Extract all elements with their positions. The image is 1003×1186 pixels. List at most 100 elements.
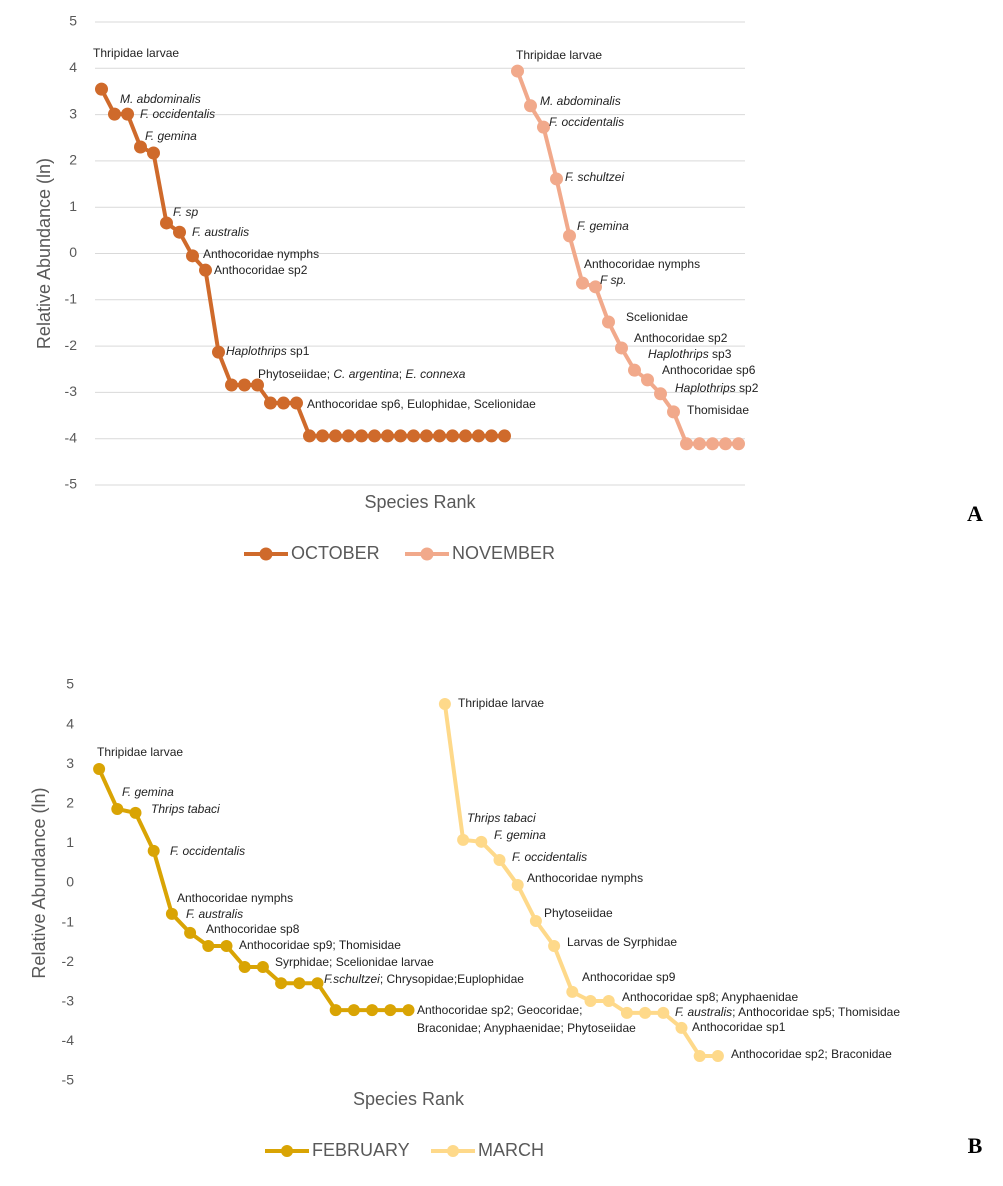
x-axis-title: Species Rank	[364, 492, 476, 512]
data-point	[256, 960, 269, 973]
annotation-part: Anthocoridae sp1	[692, 1020, 786, 1034]
data-point	[147, 146, 160, 160]
data-point	[680, 437, 693, 451]
y-tick-label: -5	[62, 1072, 75, 1088]
data-point	[576, 276, 589, 290]
data-point	[433, 429, 446, 443]
annotation-part: Phytoseiidae	[544, 906, 613, 920]
data-point	[199, 263, 212, 277]
annotation: Anthocoridae sp6	[662, 363, 756, 377]
y-tick-label: 5	[69, 13, 77, 29]
annotation-part: C. argentina	[333, 367, 399, 381]
y-tick-label: 0	[66, 874, 74, 890]
data-point	[548, 939, 561, 952]
annotation-part: E. connexa	[405, 367, 465, 381]
data-point	[165, 907, 178, 920]
annotation: Larvas de Syrphidae	[567, 935, 677, 949]
annotation: F. australis	[192, 225, 249, 239]
annotation: Anthocoridae sp2; Braconidae	[731, 1047, 892, 1061]
data-point	[311, 977, 324, 990]
annotation: F. gemina	[577, 219, 629, 233]
data-point	[95, 82, 108, 96]
y-tick-label: 0	[69, 244, 77, 260]
annotation-part: Anthocoridae sp2	[214, 263, 308, 277]
data-point	[129, 806, 142, 819]
annotation: Anthocoridae sp2; Geocoridae;	[417, 1003, 582, 1017]
y-tick-label: -3	[62, 993, 75, 1009]
annotation: Anthocoridae nymphs	[177, 891, 293, 905]
data-point	[475, 835, 488, 848]
annotation-part: M. abdominalis	[540, 94, 621, 108]
annotation: Anthocoridae sp8	[206, 922, 300, 936]
data-point	[711, 1050, 724, 1063]
data-point	[563, 229, 576, 243]
y-tick-label: 4	[66, 715, 74, 731]
data-point	[667, 405, 680, 419]
y-tick-label: -1	[62, 913, 75, 929]
data-point	[220, 939, 233, 952]
annotation: Haplothrips sp1	[226, 344, 310, 358]
annotation: Anthocoridae sp2	[214, 263, 308, 277]
annotation-part: F. gemina	[577, 219, 629, 233]
data-point	[402, 1004, 415, 1017]
annotation: Phytoseiidae	[544, 906, 613, 920]
annotation: Thripidae larvae	[516, 48, 602, 62]
annotation: Braconidae; Anyphaenidae; Phytoseiidae	[417, 1021, 636, 1035]
annotation-part: ; Chrysopidae;Euplophidae	[380, 972, 524, 986]
data-point	[277, 396, 290, 410]
data-point	[111, 802, 124, 815]
y-tick-label: 4	[69, 59, 77, 75]
data-point	[719, 437, 732, 451]
data-point	[615, 341, 628, 355]
data-point	[347, 1004, 360, 1017]
y-tick-label: -1	[65, 291, 78, 307]
data-point	[394, 429, 407, 443]
data-point	[238, 960, 251, 973]
y-tick-label: -3	[65, 383, 78, 399]
annotation: F. australis	[186, 907, 243, 921]
annotation: M. abdominalis	[540, 94, 621, 108]
data-point	[438, 698, 451, 711]
annotation-part: F. sp	[173, 205, 198, 219]
data-point	[381, 429, 394, 443]
data-point	[732, 437, 745, 451]
data-point	[472, 429, 485, 443]
annotation-part: Braconidae; Anyphaenidae; Phytoseiidae	[417, 1021, 636, 1035]
legend-label: OCTOBER	[291, 543, 380, 563]
annotation: F.schultzei; Chrysopidae;Euplophidae	[324, 972, 524, 986]
annotation: F. gemina	[494, 828, 546, 842]
data-point	[173, 225, 186, 239]
annotation-part: F. gemina	[122, 785, 174, 799]
data-point	[225, 378, 238, 392]
annotation: F. occidentalis	[170, 844, 245, 858]
panel-label: B	[968, 1133, 983, 1158]
annotation-part: F. gemina	[145, 129, 197, 143]
y-tick-label: -4	[65, 429, 78, 445]
data-point	[316, 429, 329, 443]
annotation-part: Anthocoridae sp8	[206, 922, 300, 936]
annotation-part: Haplothrips	[675, 381, 736, 395]
annotation-part: Anthocoridae sp6	[662, 363, 756, 377]
data-point	[485, 429, 498, 443]
y-tick-label: 1	[66, 834, 74, 850]
data-point	[275, 977, 288, 990]
annotation: Thrips tabaci	[467, 811, 536, 825]
annotation-part: Scelionidae	[626, 310, 688, 324]
annotation: F. gemina	[145, 129, 197, 143]
annotation-part: Thripidae larvae	[97, 745, 183, 759]
annotation-part: Anthocoridae nymphs	[177, 891, 293, 905]
data-point	[529, 915, 542, 928]
annotation: F. occidentalis	[549, 115, 624, 129]
data-point	[589, 280, 602, 294]
y-tick-label: 1	[69, 198, 77, 214]
data-point	[293, 977, 306, 990]
data-point	[602, 315, 615, 329]
data-point	[602, 995, 615, 1008]
annotation-part: Haplothrips	[226, 344, 287, 358]
annotation: Anthocoridae sp2	[634, 331, 728, 345]
annotation: Anthocoridae nymphs	[584, 257, 700, 271]
annotation: Thomisidae	[687, 403, 749, 417]
annotation: F. sp	[173, 205, 198, 219]
annotation-part: Anthocoridae sp9; Thomisidae	[239, 938, 401, 952]
annotation: F sp.	[600, 273, 626, 287]
